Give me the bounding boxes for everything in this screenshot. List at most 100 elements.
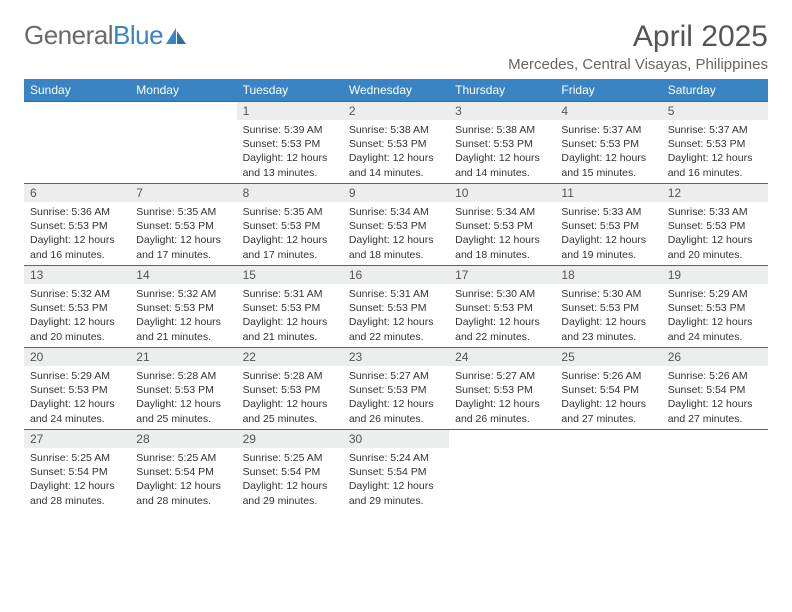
sunset-text: Sunset: 5:53 PM [349, 301, 443, 315]
daylight-text: Daylight: 12 hours and 16 minutes. [30, 233, 124, 261]
calendar-cell: 18Sunrise: 5:30 AMSunset: 5:53 PMDayligh… [555, 266, 661, 348]
day-number: 25 [555, 348, 661, 366]
daylight-text: Daylight: 12 hours and 17 minutes. [136, 233, 230, 261]
day-number: 20 [24, 348, 130, 366]
day-header: Saturday [662, 79, 768, 102]
calendar-cell: 25Sunrise: 5:26 AMSunset: 5:54 PMDayligh… [555, 348, 661, 430]
sunset-text: Sunset: 5:53 PM [243, 219, 337, 233]
calendar-cell: 1Sunrise: 5:39 AMSunset: 5:53 PMDaylight… [237, 102, 343, 184]
sunset-text: Sunset: 5:53 PM [561, 219, 655, 233]
calendar-cell: 11Sunrise: 5:33 AMSunset: 5:53 PMDayligh… [555, 184, 661, 266]
sunrise-text: Sunrise: 5:31 AM [349, 287, 443, 301]
cell-body: Sunrise: 5:34 AMSunset: 5:53 PMDaylight:… [343, 202, 449, 265]
day-number: 26 [662, 348, 768, 366]
sunset-text: Sunset: 5:53 PM [561, 137, 655, 151]
daylight-text: Daylight: 12 hours and 21 minutes. [243, 315, 337, 343]
sunrise-text: Sunrise: 5:25 AM [243, 451, 337, 465]
sunset-text: Sunset: 5:53 PM [30, 219, 124, 233]
sunrise-text: Sunrise: 5:27 AM [455, 369, 549, 383]
day-number: 17 [449, 266, 555, 284]
day-number [24, 102, 130, 106]
sunrise-text: Sunrise: 5:38 AM [349, 123, 443, 137]
sunrise-text: Sunrise: 5:29 AM [668, 287, 762, 301]
calendar-week: 27Sunrise: 5:25 AMSunset: 5:54 PMDayligh… [24, 430, 768, 512]
calendar-cell: 10Sunrise: 5:34 AMSunset: 5:53 PMDayligh… [449, 184, 555, 266]
daylight-text: Daylight: 12 hours and 29 minutes. [349, 479, 443, 507]
calendar-cell [24, 102, 130, 184]
sunset-text: Sunset: 5:54 PM [668, 383, 762, 397]
calendar-cell: 14Sunrise: 5:32 AMSunset: 5:53 PMDayligh… [130, 266, 236, 348]
day-number: 18 [555, 266, 661, 284]
sunrise-text: Sunrise: 5:28 AM [243, 369, 337, 383]
sunrise-text: Sunrise: 5:30 AM [561, 287, 655, 301]
cell-body: Sunrise: 5:37 AMSunset: 5:53 PMDaylight:… [555, 120, 661, 183]
sunrise-text: Sunrise: 5:34 AM [455, 205, 549, 219]
cell-body: Sunrise: 5:35 AMSunset: 5:53 PMDaylight:… [237, 202, 343, 265]
logo: GeneralBlue [24, 20, 188, 51]
cell-body: Sunrise: 5:25 AMSunset: 5:54 PMDaylight:… [24, 448, 130, 511]
sunset-text: Sunset: 5:53 PM [561, 301, 655, 315]
cell-body: Sunrise: 5:38 AMSunset: 5:53 PMDaylight:… [343, 120, 449, 183]
daylight-text: Daylight: 12 hours and 15 minutes. [561, 151, 655, 179]
cell-body: Sunrise: 5:28 AMSunset: 5:53 PMDaylight:… [237, 366, 343, 429]
calendar-cell: 5Sunrise: 5:37 AMSunset: 5:53 PMDaylight… [662, 102, 768, 184]
sunrise-text: Sunrise: 5:34 AM [349, 205, 443, 219]
sunrise-text: Sunrise: 5:24 AM [349, 451, 443, 465]
cell-body: Sunrise: 5:26 AMSunset: 5:54 PMDaylight:… [555, 366, 661, 429]
cell-body: Sunrise: 5:29 AMSunset: 5:53 PMDaylight:… [24, 366, 130, 429]
daylight-text: Daylight: 12 hours and 24 minutes. [668, 315, 762, 343]
day-header: Thursday [449, 79, 555, 102]
sunset-text: Sunset: 5:54 PM [349, 465, 443, 479]
sunset-text: Sunset: 5:53 PM [455, 137, 549, 151]
calendar-week: 20Sunrise: 5:29 AMSunset: 5:53 PMDayligh… [24, 348, 768, 430]
daylight-text: Daylight: 12 hours and 19 minutes. [561, 233, 655, 261]
sunset-text: Sunset: 5:53 PM [349, 137, 443, 151]
calendar-cell: 21Sunrise: 5:28 AMSunset: 5:53 PMDayligh… [130, 348, 236, 430]
sunrise-text: Sunrise: 5:29 AM [30, 369, 124, 383]
daylight-text: Daylight: 12 hours and 22 minutes. [455, 315, 549, 343]
sunrise-text: Sunrise: 5:26 AM [561, 369, 655, 383]
sunset-text: Sunset: 5:53 PM [668, 219, 762, 233]
sunset-text: Sunset: 5:53 PM [349, 383, 443, 397]
calendar-week: 13Sunrise: 5:32 AMSunset: 5:53 PMDayligh… [24, 266, 768, 348]
calendar-cell: 6Sunrise: 5:36 AMSunset: 5:53 PMDaylight… [24, 184, 130, 266]
sunset-text: Sunset: 5:53 PM [136, 301, 230, 315]
day-header-row: Sunday Monday Tuesday Wednesday Thursday… [24, 79, 768, 102]
day-number [130, 102, 236, 106]
sunset-text: Sunset: 5:53 PM [136, 383, 230, 397]
calendar-cell: 29Sunrise: 5:25 AMSunset: 5:54 PMDayligh… [237, 430, 343, 512]
day-number: 23 [343, 348, 449, 366]
cell-body: Sunrise: 5:29 AMSunset: 5:53 PMDaylight:… [662, 284, 768, 347]
cell-body: Sunrise: 5:36 AMSunset: 5:53 PMDaylight:… [24, 202, 130, 265]
calendar-cell: 27Sunrise: 5:25 AMSunset: 5:54 PMDayligh… [24, 430, 130, 512]
sunset-text: Sunset: 5:54 PM [136, 465, 230, 479]
cell-body: Sunrise: 5:39 AMSunset: 5:53 PMDaylight:… [237, 120, 343, 183]
cell-body: Sunrise: 5:27 AMSunset: 5:53 PMDaylight:… [343, 366, 449, 429]
sunset-text: Sunset: 5:53 PM [243, 383, 337, 397]
cell-body: Sunrise: 5:32 AMSunset: 5:53 PMDaylight:… [130, 284, 236, 347]
calendar-cell: 16Sunrise: 5:31 AMSunset: 5:53 PMDayligh… [343, 266, 449, 348]
daylight-text: Daylight: 12 hours and 14 minutes. [349, 151, 443, 179]
sunset-text: Sunset: 5:54 PM [30, 465, 124, 479]
calendar-cell: 17Sunrise: 5:30 AMSunset: 5:53 PMDayligh… [449, 266, 555, 348]
logo-text-1: General [24, 20, 113, 51]
daylight-text: Daylight: 12 hours and 13 minutes. [243, 151, 337, 179]
day-number: 3 [449, 102, 555, 120]
sunset-text: Sunset: 5:53 PM [243, 137, 337, 151]
calendar-cell [555, 430, 661, 512]
calendar-cell: 23Sunrise: 5:27 AMSunset: 5:53 PMDayligh… [343, 348, 449, 430]
calendar-cell: 19Sunrise: 5:29 AMSunset: 5:53 PMDayligh… [662, 266, 768, 348]
cell-body: Sunrise: 5:33 AMSunset: 5:53 PMDaylight:… [555, 202, 661, 265]
daylight-text: Daylight: 12 hours and 14 minutes. [455, 151, 549, 179]
cell-body: Sunrise: 5:30 AMSunset: 5:53 PMDaylight:… [555, 284, 661, 347]
daylight-text: Daylight: 12 hours and 26 minutes. [349, 397, 443, 425]
sunrise-text: Sunrise: 5:33 AM [561, 205, 655, 219]
cell-body: Sunrise: 5:31 AMSunset: 5:53 PMDaylight:… [343, 284, 449, 347]
cell-body: Sunrise: 5:27 AMSunset: 5:53 PMDaylight:… [449, 366, 555, 429]
month-title: April 2025 [508, 20, 768, 54]
day-number: 4 [555, 102, 661, 120]
calendar-cell: 4Sunrise: 5:37 AMSunset: 5:53 PMDaylight… [555, 102, 661, 184]
daylight-text: Daylight: 12 hours and 20 minutes. [668, 233, 762, 261]
calendar-cell: 8Sunrise: 5:35 AMSunset: 5:53 PMDaylight… [237, 184, 343, 266]
sunset-text: Sunset: 5:53 PM [349, 219, 443, 233]
